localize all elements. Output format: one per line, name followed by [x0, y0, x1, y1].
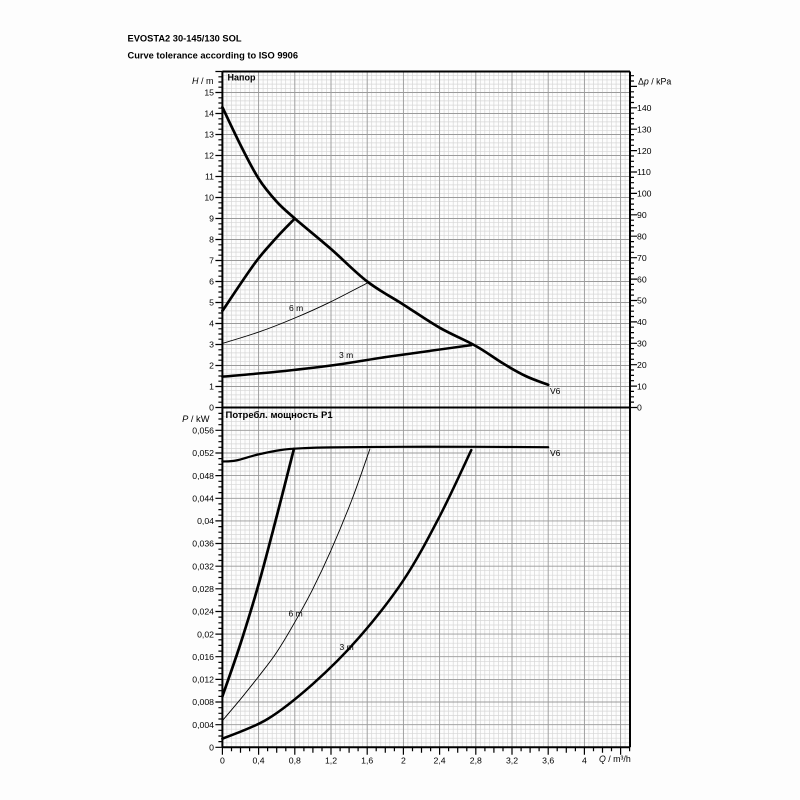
svg-text:3,6: 3,6	[542, 756, 554, 766]
svg-text:6 m: 6 m	[289, 609, 303, 619]
svg-text:0,4: 0,4	[253, 756, 265, 766]
svg-text:2: 2	[401, 756, 406, 766]
svg-text:0,8: 0,8	[289, 756, 301, 766]
svg-text:2,8: 2,8	[470, 756, 482, 766]
svg-text:0,016: 0,016	[192, 652, 214, 662]
svg-text:Потребл. мощность P1: Потребл. мощность P1	[226, 410, 334, 421]
svg-text:0,02: 0,02	[197, 629, 214, 639]
svg-text:0,024: 0,024	[192, 607, 214, 617]
svg-text:110: 110	[637, 167, 651, 177]
svg-text:0,044: 0,044	[192, 494, 214, 504]
svg-text:0,008: 0,008	[192, 697, 214, 707]
svg-text:0,04: 0,04	[197, 516, 214, 526]
svg-text:H / m: H / m	[192, 76, 214, 86]
svg-text:10: 10	[637, 381, 647, 391]
svg-text:0,056: 0,056	[192, 426, 214, 436]
svg-text:2: 2	[209, 361, 214, 371]
svg-text:15: 15	[204, 88, 214, 98]
svg-text:Curve tolerance according to I: Curve tolerance according to ISO 9906	[128, 51, 299, 61]
svg-text:90: 90	[637, 210, 647, 220]
svg-text:1,6: 1,6	[361, 756, 373, 766]
svg-text:9: 9	[209, 214, 214, 224]
svg-text:60: 60	[637, 274, 647, 284]
svg-text:50: 50	[637, 296, 647, 306]
svg-text:6: 6	[209, 277, 214, 287]
svg-text:0,036: 0,036	[192, 539, 214, 549]
svg-text:3,2: 3,2	[506, 756, 518, 766]
svg-text:120: 120	[637, 146, 652, 156]
svg-text:2,4: 2,4	[434, 756, 446, 766]
svg-text:10: 10	[204, 193, 214, 203]
svg-text:80: 80	[637, 231, 647, 241]
svg-text:40: 40	[637, 317, 647, 327]
svg-text:6 m: 6 m	[289, 303, 303, 313]
svg-text:1: 1	[209, 382, 214, 392]
svg-text:3 m: 3 m	[340, 642, 354, 652]
svg-text:3: 3	[209, 340, 214, 350]
svg-text:30: 30	[637, 339, 647, 349]
svg-text:14: 14	[204, 109, 214, 119]
svg-text:0: 0	[637, 403, 642, 413]
svg-text:100: 100	[637, 189, 652, 199]
svg-text:V6: V6	[550, 448, 561, 458]
svg-text:140: 140	[637, 103, 652, 113]
svg-text:12: 12	[204, 151, 214, 161]
svg-text:0: 0	[220, 756, 225, 766]
svg-text:0: 0	[209, 743, 214, 753]
svg-text:1,2: 1,2	[325, 756, 337, 766]
svg-text:0,048: 0,048	[192, 471, 214, 481]
svg-text:70: 70	[637, 253, 647, 263]
svg-text:P / kW: P / kW	[182, 414, 210, 424]
svg-text:0: 0	[209, 403, 214, 413]
svg-text:7: 7	[209, 256, 214, 266]
svg-text:5: 5	[209, 298, 214, 308]
svg-text:130: 130	[637, 124, 652, 134]
svg-text:Q / m³/h: Q / m³/h	[599, 754, 631, 764]
svg-text:0,028: 0,028	[192, 584, 214, 594]
svg-text:0,004: 0,004	[192, 720, 214, 730]
svg-text:0,012: 0,012	[192, 675, 214, 685]
svg-text:0,032: 0,032	[192, 561, 214, 571]
svg-text:13: 13	[204, 130, 214, 140]
svg-text:20: 20	[637, 360, 647, 370]
svg-text:Напор: Напор	[228, 73, 256, 83]
svg-text:4: 4	[582, 756, 587, 766]
svg-text:Δp / kPa: Δp / kPa	[638, 77, 671, 87]
svg-text:8: 8	[209, 235, 214, 245]
svg-text:11: 11	[205, 172, 214, 182]
svg-text:3 m: 3 m	[339, 350, 353, 360]
svg-text:0,052: 0,052	[192, 448, 214, 458]
svg-text:EVOSTA2 30-145/130 SOL: EVOSTA2 30-145/130 SOL	[128, 34, 242, 44]
svg-text:V6: V6	[550, 386, 561, 396]
svg-text:4: 4	[209, 319, 214, 329]
